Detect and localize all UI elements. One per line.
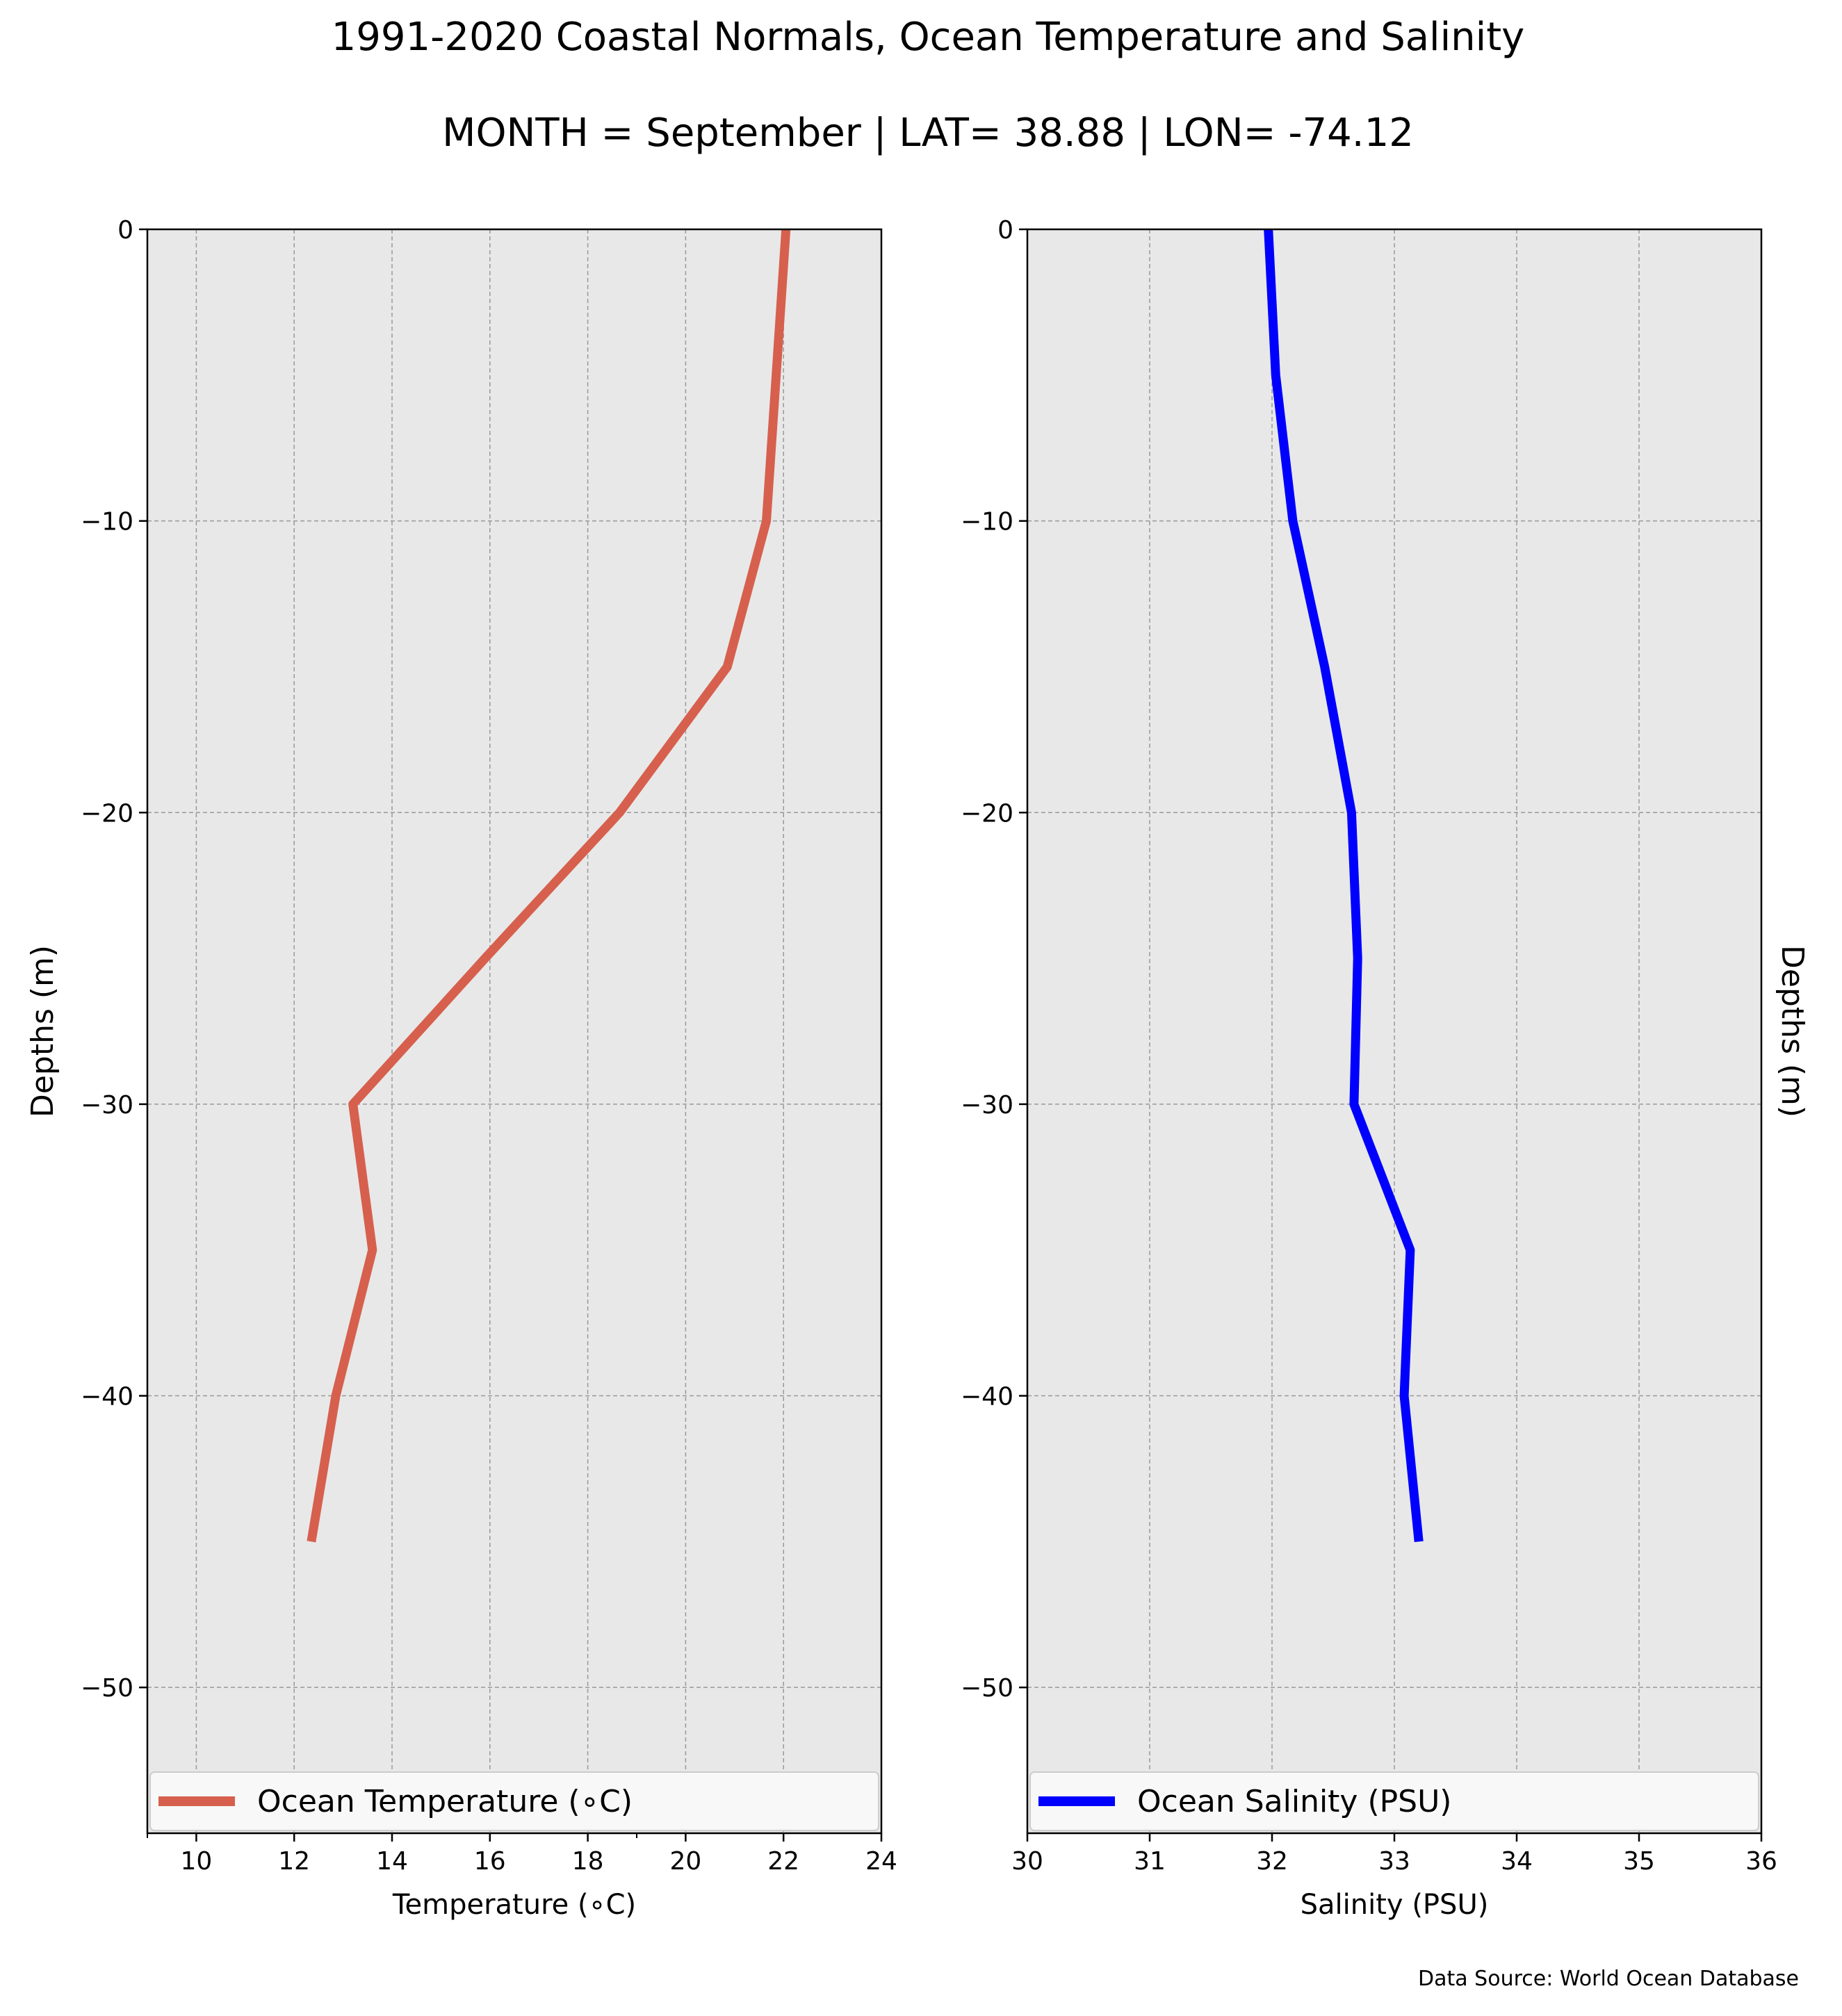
salinity-x-axis-label: Salinity (PSU) [1301,1889,1489,1921]
salinity-legend-box [1029,1771,1759,1831]
salinity-x-ticks: 30 31 32 33 34 35 36 [1011,1833,1777,1876]
salinity-y-tick-label: −10 [961,508,1013,536]
temperature-legend: Ocean Temperature (∘C) [149,1771,879,1831]
temperature-x-tick-label: 10 [180,1847,212,1876]
salinity-legend-label: Ocean Salinity (PSU) [1137,1784,1451,1819]
temperature-x-axis-label: Temperature (∘C) [392,1889,636,1921]
temperature-y-axis-label: Depths (m) [25,945,60,1117]
salinity-x-tick-label: 33 [1378,1847,1410,1876]
salinity-y-tick-label: −40 [961,1383,1013,1411]
salinity-y-tick-label: −20 [961,799,1013,828]
temperature-x-tick-label: 24 [865,1847,897,1876]
salinity-x-tick-label: 34 [1501,1847,1533,1876]
temperature-legend-label: Ocean Temperature (∘C) [257,1784,633,1819]
temperature-plot-area [147,229,881,1833]
salinity-grid [1027,229,1761,1833]
temperature-legend-box [149,1771,879,1831]
temperature-y-tick-label: −10 [81,508,133,536]
temperature-panel: 10 12 14 16 18 20 22 24 0 −10 −20 −30 −40 −50 Ocean … [25,216,897,1921]
temperature-x-tick-label: 18 [572,1847,604,1876]
salinity-legend: Ocean Salinity (PSU) [1029,1771,1759,1831]
salinity-x-tick-label: 36 [1745,1847,1777,1876]
temperature-y-ticks: 0 −10 −20 −30 −40 −50 [81,216,147,1703]
temperature-x-tick-label: 12 [278,1847,310,1876]
temperature-series-line [307,229,791,1543]
salinity-x-tick-label: 31 [1134,1847,1166,1876]
temperature-x-tick-label: 16 [474,1847,506,1876]
chart-subtitle: MONTH = September | LAT= 38.88 | LON= -7… [442,110,1414,156]
salinity-panel: 30 31 32 33 34 35 36 0 −10 −20 −30 −40 −50 Ocean Sa… [961,216,1810,1921]
salinity-y-tick-label: −30 [961,1091,1013,1120]
temperature-x-tick-label: 22 [767,1847,799,1876]
temperature-y-tick-label: −20 [81,799,133,828]
temperature-grid [147,229,881,1833]
temperature-x-tick-label: 20 [669,1847,701,1876]
chart-title: 1991-2020 Coastal Normals, Ocean Tempera… [332,15,1525,60]
temperature-y-tick-label: −50 [81,1674,133,1703]
salinity-x-tick-label: 35 [1623,1847,1655,1876]
temperature-axes-frame [146,228,883,1835]
data-source-note: Data Source: World Ocean Database [1418,1967,1799,1991]
temperature-x-tick-label: 14 [376,1847,408,1876]
salinity-series-line [1264,229,1424,1543]
temperature-y-tick-label: 0 [117,216,133,245]
salinity-x-tick-label: 32 [1256,1847,1288,1876]
salinity-y-ticks: 0 −10 −20 −30 −40 −50 [961,216,1027,1703]
temperature-y-tick-label: −40 [81,1383,133,1411]
salinity-y-tick-label: −50 [961,1674,1013,1703]
salinity-x-tick-label: 30 [1011,1847,1043,1876]
salinity-y-tick-label: 0 [997,216,1013,245]
temperature-x-ticks: 10 12 14 16 18 20 22 24 [147,1833,897,1876]
salinity-y-axis-label: Depths (m) [1775,945,1810,1117]
temperature-y-tick-label: −30 [81,1091,133,1120]
